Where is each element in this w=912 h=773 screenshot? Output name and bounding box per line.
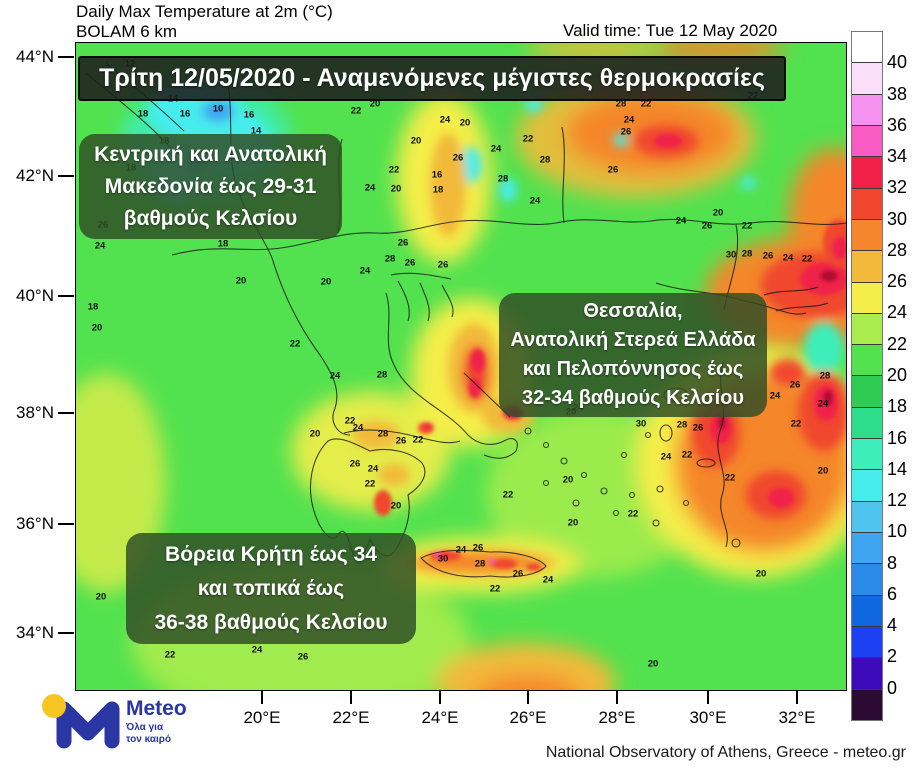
colorbar-value-label: 2 [887,646,898,667]
lon-tick-mark [707,690,709,704]
banner-headline: Τρίτη 12/05/2020 - Αναμενόμενες μέγιστες… [78,56,786,101]
colorbar-value-label: 12 [887,490,908,511]
lon-tick-mark [796,690,798,704]
colorbar-cell [852,532,882,564]
lat-tick-mark [58,523,74,525]
colorbar-cell [852,281,882,313]
lat-tick-mark [58,295,74,297]
lon-tick-label: 26°E [509,708,547,727]
colorbar-value-label: 38 [887,83,908,104]
lon-tick-mark [527,690,529,704]
colorbar-value-label: 16 [887,427,908,448]
annotation-box-thessaly: Θεσσαλία, Ανατολική Στερεά Ελλάδα και Πελο… [499,293,767,417]
colorbar-cell [852,500,882,532]
colorbar-cell [852,625,882,658]
colorbar-value-label: 10 [887,521,908,542]
colorbar-value-label: 32 [887,177,908,198]
colorbar-value-label: 18 [887,396,908,417]
meteo-logo: Meteo Όλα για τον καιρό [42,694,187,749]
colorbar-cell [852,156,882,188]
colorbar-cell [852,657,882,689]
colorbar-cell [852,469,882,501]
colorbar-value-label: 28 [887,239,908,260]
colorbar-value-label: 30 [887,208,908,229]
annotation-box-crete: Βόρεια Κρήτη έως 34 και τοπικά έως 36-38 β… [126,533,416,644]
colorbar-value-label: 14 [887,458,908,479]
colorbar-cell [852,62,882,94]
logo-tagline-2: τον καιρό [126,734,171,745]
colorbar-value-label: 34 [887,146,908,167]
logo-m-icon [56,701,120,749]
logo-name: Meteo [126,697,187,720]
lat-tick-label: 36°N [16,514,54,533]
lon-tick-label: 32°E [778,708,816,727]
temperature-colorbar [851,31,883,721]
colorbar-value-label: 20 [887,365,908,385]
footer-credit: National Observatory of Athens, Greece -… [545,744,906,761]
colorbar-cell [852,250,882,282]
colorbar-value-label: 24 [887,302,908,323]
annotation-box-macedonia: Κεντρική και Ανατολική Μακεδονία έως 29-3… [79,134,342,239]
colorbar-value-label: 40 [887,52,908,73]
colorbar-value-label: 6 [887,583,898,604]
logo-sun-icon [42,694,66,718]
lon-tick-label: 30°E [689,708,727,727]
colorbar-value-label: 22 [887,333,908,354]
colorbar-cell [852,563,882,595]
colorbar-cell [852,375,882,407]
lat-tick-mark [58,56,74,58]
lat-tick-label: 34°N [16,623,54,642]
lon-tick-mark [439,690,441,704]
colorbar-cell [852,187,882,219]
lon-tick-mark [616,690,618,704]
colorbar-cell [852,594,882,626]
colorbar-value-label: 36 [887,114,908,135]
colorbar-cell [852,438,882,470]
lat-tick-label: 44°N [16,47,54,66]
colorbar-cell [852,344,882,376]
lat-tick-label: 38°N [16,403,54,422]
lon-tick-mark [261,690,263,704]
lon-tick-label: 24°E [421,708,459,727]
lat-tick-label: 42°N [16,166,54,185]
lat-tick-mark [58,175,74,177]
lat-tick-label: 40°N [16,286,54,305]
lon-tick-mark [350,690,352,704]
colorbar-cell [852,312,882,345]
colorbar-cell [852,406,882,439]
colorbar-cell [852,124,882,157]
lat-tick-mark [58,412,74,414]
colorbar-cell [852,688,882,720]
colorbar-value-label: 8 [887,552,898,573]
lon-tick-label: 22°E [332,708,370,727]
lon-tick-label: 28°E [598,708,636,727]
colorbar-cell [852,93,882,125]
colorbar-cell [852,32,882,63]
lat-tick-mark [58,632,74,634]
map-title: Daily Max Temperature at 2m (°C) [76,2,333,21]
lon-tick-label: 20°E [243,708,281,727]
weather-map: 1214181610161418182022242028222426202224… [75,42,847,691]
colorbar-value-label: 0 [887,677,898,698]
model-name: BOLAM 6 km [76,22,178,41]
valid-time: Valid time: Tue 12 May 2020 [563,21,778,40]
colorbar-cell [852,218,882,251]
colorbar-value-label: 26 [887,271,908,292]
logo-tagline-1: Όλα για [125,722,164,733]
colorbar-value-label: 4 [887,615,898,636]
